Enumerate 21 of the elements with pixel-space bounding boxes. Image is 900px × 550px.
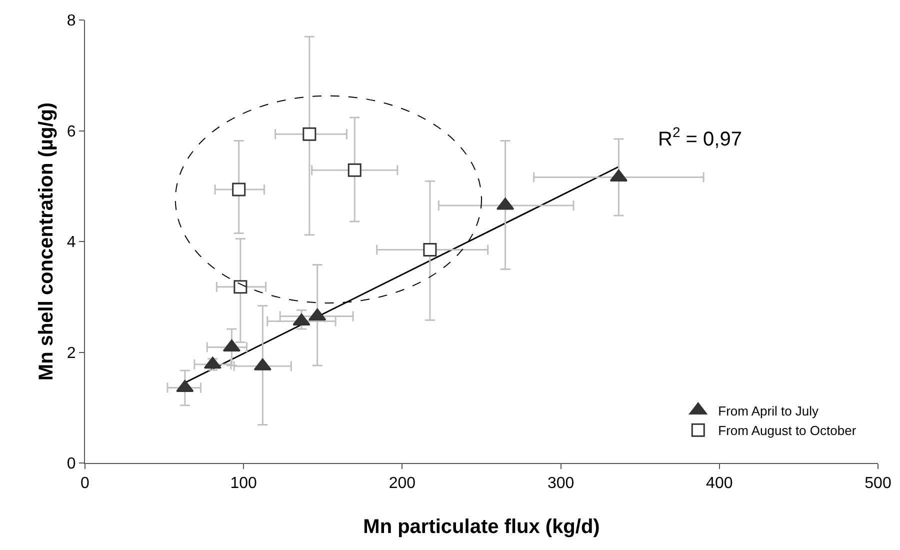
x-tick-label: 200 bbox=[388, 475, 416, 492]
legend-label: From August to October bbox=[718, 423, 857, 438]
y-tick-label: 8 bbox=[66, 12, 76, 30]
x-tick-label: 400 bbox=[706, 475, 733, 492]
y-tick-label: 6 bbox=[66, 123, 76, 140]
x-tick-label: 0 bbox=[80, 475, 90, 492]
y-tick-label: 4 bbox=[66, 234, 76, 252]
y-tick-label: 2 bbox=[66, 344, 76, 362]
point bbox=[232, 182, 246, 196]
point bbox=[234, 280, 248, 294]
y-tick-label: 0 bbox=[66, 456, 76, 473]
x-tick-label: 300 bbox=[547, 475, 574, 492]
point bbox=[423, 243, 437, 257]
annotation: R$^{2}$ = 0,97 bbox=[658, 124, 742, 150]
legend-label: From April to July bbox=[718, 403, 820, 418]
y-axis-title: Mn shell concentration (µg/g) bbox=[35, 102, 58, 381]
point bbox=[302, 127, 316, 141]
x-axis-title: Mn particulate flux (kg/d) bbox=[363, 516, 600, 538]
point bbox=[348, 163, 362, 177]
x-tick-label: 500 bbox=[864, 475, 892, 492]
x-tick-label: 100 bbox=[230, 475, 258, 492]
